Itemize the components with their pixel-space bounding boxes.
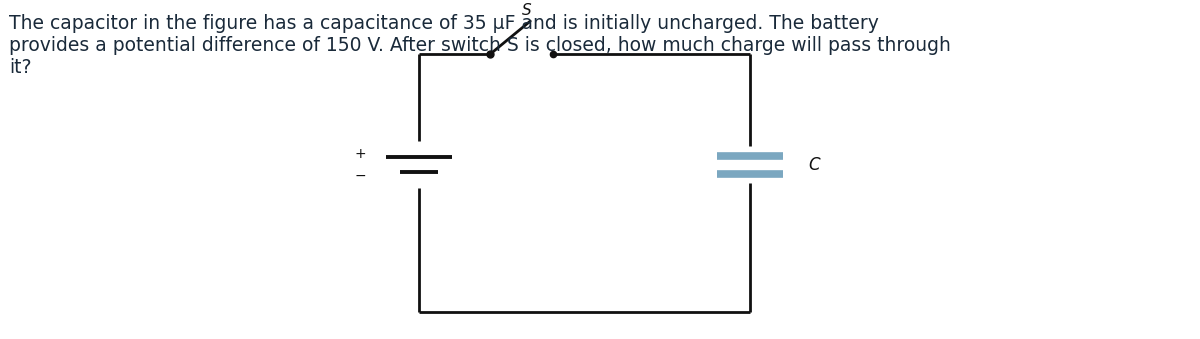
Text: +: + bbox=[354, 147, 366, 161]
Text: C: C bbox=[809, 156, 821, 174]
Text: S: S bbox=[522, 3, 532, 18]
Text: The capacitor in the figure has a capacitance of 35 μF and is initially uncharge: The capacitor in the figure has a capaci… bbox=[10, 14, 952, 77]
Text: −: − bbox=[354, 169, 366, 183]
